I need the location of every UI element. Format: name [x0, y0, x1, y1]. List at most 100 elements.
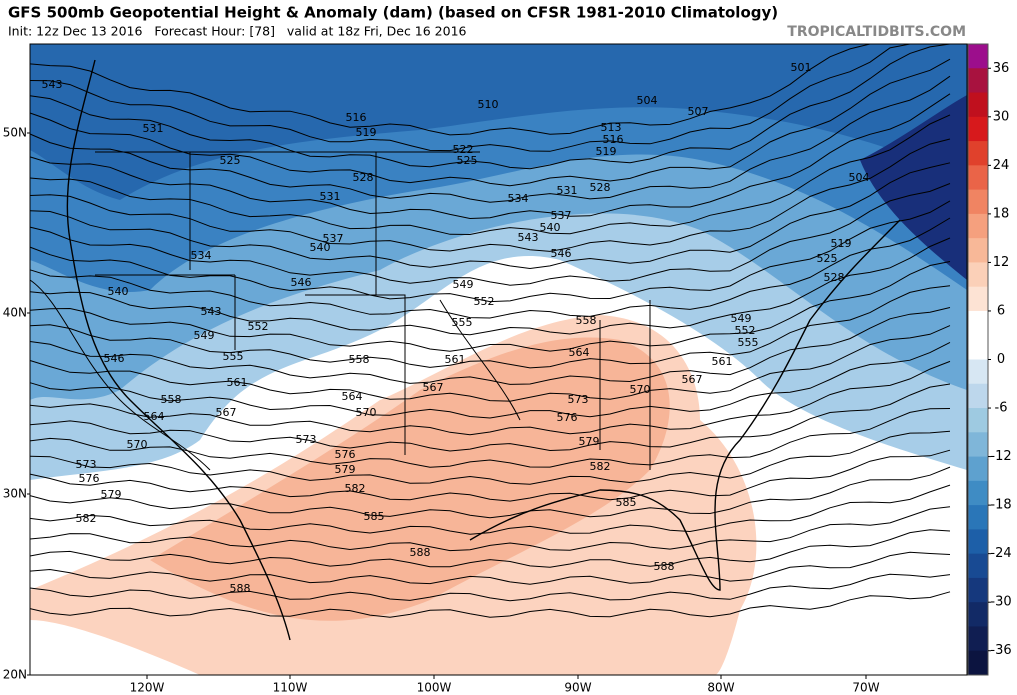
contour-label: 582: [590, 460, 611, 473]
contour-label: 561: [445, 353, 466, 366]
contour-label: 588: [230, 582, 251, 595]
colorbar-segment: [968, 432, 988, 458]
contour-label: 579: [101, 488, 122, 501]
colorbar-segment: [968, 44, 988, 69]
colorbar-segment: [968, 262, 988, 288]
colorbar-label: -18: [990, 498, 1011, 513]
contour-line: [29, 217, 951, 319]
contour-label: 573: [568, 393, 589, 406]
lon-label: 110W: [273, 681, 308, 695]
map-frame: [29, 43, 968, 676]
contour-label: 543: [42, 78, 63, 91]
contour-line: [29, 93, 951, 220]
contour-label: 561: [712, 355, 733, 368]
contour-line: [29, 408, 951, 468]
contour-label: 576: [335, 448, 356, 461]
contour-label: 564: [569, 346, 590, 359]
contour-line: [29, 484, 951, 535]
colorbar-segment: [968, 602, 988, 627]
anomaly-area: [30, 44, 967, 200]
colorbar-label: 6: [997, 303, 1005, 318]
contour-line: [29, 43, 950, 152]
contour-label: 558: [161, 393, 182, 406]
contour-label: 579: [335, 463, 356, 476]
contour-label: 570: [630, 383, 651, 396]
contour-label: 546: [551, 247, 572, 260]
anomaly-area: [150, 337, 670, 621]
contour-label: 585: [364, 510, 385, 523]
state-borders: [29, 151, 651, 471]
contour-label: 561: [227, 376, 248, 389]
contour-label: 576: [557, 411, 578, 424]
colorbar-label: 0: [997, 352, 1005, 367]
contour-line: [29, 341, 951, 419]
contour-line: [29, 430, 951, 485]
contour-label: 549: [453, 278, 474, 291]
contour-label: 504: [637, 94, 658, 107]
contour-label: 507: [688, 105, 709, 118]
contour-label: 558: [349, 353, 370, 366]
contour-label: 540: [108, 285, 129, 298]
colorbar-segment: [968, 626, 988, 652]
lon-label: 70W: [852, 681, 879, 695]
contour-label: 576: [79, 472, 100, 485]
colorbar-segment: [968, 383, 988, 409]
colorbar-segment: [968, 189, 988, 215]
colorbar-segment: [968, 286, 988, 312]
contour-label: 528: [590, 181, 611, 194]
colorbar-label: -30: [990, 595, 1011, 610]
colorbar-segment: [968, 577, 988, 603]
contour-label: 555: [452, 316, 473, 329]
colorbar-segment: [968, 238, 988, 263]
contour-line: [29, 466, 951, 519]
colorbar-segment: [968, 456, 988, 482]
contour-label: 549: [194, 329, 215, 342]
contour-label: 546: [104, 352, 125, 365]
lon-label: 120W: [130, 681, 165, 695]
colorbar-segment: [968, 213, 988, 239]
contour-label: 567: [423, 381, 444, 394]
colorbar-segment: [968, 408, 988, 433]
contour-label: 525: [457, 154, 478, 167]
contour-label: 540: [310, 241, 331, 254]
colorbar-label: -12: [990, 449, 1011, 464]
contour-label: 534: [508, 192, 529, 205]
contour-label: 570: [127, 438, 148, 451]
contour-label: 546: [291, 276, 312, 289]
contour-line: [29, 573, 951, 602]
contour-label: 501: [791, 61, 812, 74]
contour-label: 519: [596, 145, 617, 158]
contour-label: 531: [557, 184, 578, 197]
contour-label: 525: [220, 154, 241, 167]
contour-label: 549: [731, 312, 752, 325]
contour-label: 516: [603, 133, 624, 146]
colorbar-label: 18: [993, 206, 1010, 221]
contour-line: [29, 183, 951, 286]
contour-label: 573: [296, 433, 317, 446]
contour-line: [29, 591, 951, 618]
contour-label: 579: [579, 435, 600, 448]
colorbar-label: -36: [990, 643, 1011, 658]
contour-label: 513: [601, 121, 622, 134]
contour-label: 567: [682, 373, 703, 386]
colorbar-segment: [968, 529, 988, 555]
contour-label: 555: [738, 336, 759, 349]
contour-label: 552: [248, 320, 269, 333]
coastline: [66, 59, 901, 641]
contour-label: 540: [540, 221, 561, 234]
contour-label: 567: [216, 406, 237, 419]
contour-label: 537: [323, 232, 344, 245]
contour-label: 564: [342, 390, 363, 403]
contour-label: 519: [831, 237, 852, 250]
colorbar-segment: [968, 480, 988, 506]
contour-line: [29, 237, 951, 336]
contour-label: 582: [76, 512, 97, 525]
contour-label: 582: [345, 482, 366, 495]
colorbar-segment: [968, 68, 988, 94]
contour-line: [29, 506, 951, 552]
lat-label: 40N: [3, 306, 27, 320]
contour-line: [29, 138, 951, 252]
colorbar-label: -24: [990, 546, 1011, 561]
contour-label: 534: [191, 249, 212, 262]
contour-label: 552: [474, 295, 495, 308]
